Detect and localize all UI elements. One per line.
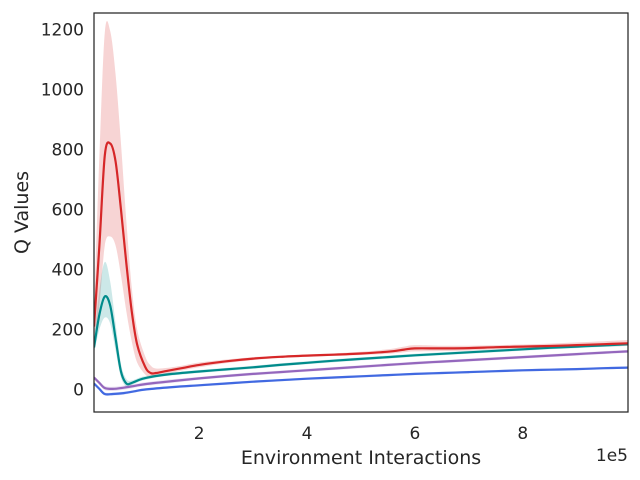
series-2-line (94, 295, 628, 386)
series-4-line (94, 366, 628, 396)
y-axis-ticks: 0 200 400 600 800 1000 1200 (41, 21, 84, 401)
series-1-band (94, 20, 628, 378)
x-tick-label: 4 (302, 424, 313, 444)
x-tick-label: 6 (410, 424, 421, 444)
y-tick-label: 1000 (41, 81, 84, 101)
confidence-bands (94, 20, 628, 396)
y-tick-label: 400 (52, 261, 84, 281)
x-axis-ticks: 2 4 6 8 (194, 424, 528, 444)
series-lines (94, 141, 628, 396)
x-axis-offset-label: 1e5 (596, 446, 628, 466)
y-tick-label: 1200 (41, 21, 84, 41)
series-1-line (94, 141, 628, 375)
y-tick-label: 800 (52, 141, 84, 161)
x-tick-label: 8 (517, 424, 528, 444)
y-tick-label: 0 (73, 381, 84, 401)
y-axis-label: Q Values (11, 171, 33, 254)
x-axis-label: Environment Interactions (241, 447, 481, 469)
plot-frame (93, 12, 629, 413)
x-tick-label: 2 (194, 424, 205, 444)
y-tick-label: 200 (52, 321, 84, 341)
series-3-line (94, 350, 628, 391)
y-tick-label: 600 (52, 201, 84, 221)
